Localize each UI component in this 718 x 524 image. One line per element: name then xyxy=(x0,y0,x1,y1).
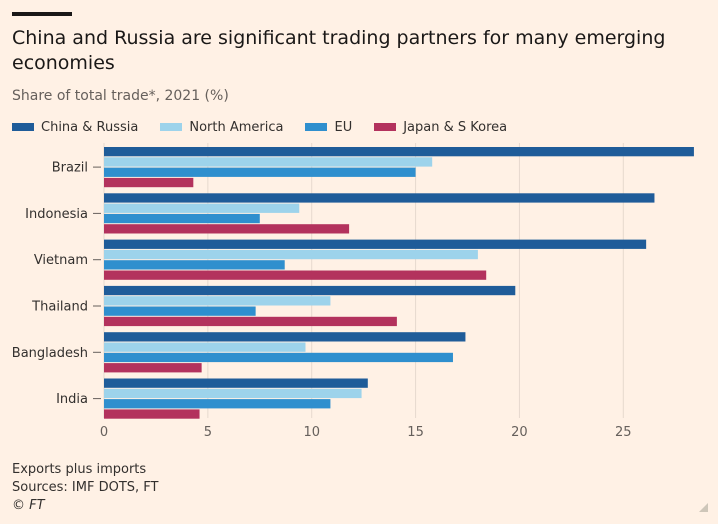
bar xyxy=(104,203,300,213)
bar xyxy=(104,285,516,296)
legend-label: EU xyxy=(334,119,353,135)
bar xyxy=(104,157,433,167)
legend-item-japan-s-korea: Japan & S Korea xyxy=(374,120,507,135)
y-category-label: Thailand xyxy=(31,300,88,315)
footer-sources: Sources: IMF DOTS, FT xyxy=(12,480,159,495)
legend-label: Japan & S Korea xyxy=(403,119,508,135)
x-tick-label: 20 xyxy=(511,425,528,440)
bar xyxy=(104,224,350,234)
top-rule xyxy=(12,12,72,16)
x-tick-label: 15 xyxy=(407,425,424,440)
footer: Exports plus imports Sources: IMF DOTS, … xyxy=(12,461,159,515)
bar xyxy=(104,316,397,327)
legend-item-north-america: North America xyxy=(160,120,283,135)
bar xyxy=(104,239,647,249)
legend-label: China & Russia xyxy=(41,119,139,135)
bar xyxy=(104,193,655,203)
bar xyxy=(104,352,453,363)
x-tick-label: 0 xyxy=(100,425,108,440)
bar xyxy=(104,363,202,373)
bar xyxy=(104,147,694,157)
legend-item-eu: EU xyxy=(305,120,352,135)
bar xyxy=(104,399,331,409)
x-tick-label: 25 xyxy=(615,425,632,440)
legend-swatch xyxy=(160,123,183,131)
bar xyxy=(104,342,306,352)
bar xyxy=(104,388,362,399)
legend-item-china-russia: China & Russia xyxy=(12,120,138,135)
legend-swatch xyxy=(374,123,397,131)
legend-label: North America xyxy=(189,119,284,135)
bar xyxy=(104,213,260,224)
bar xyxy=(104,409,200,419)
bar xyxy=(104,167,416,177)
y-category-label: Brazil xyxy=(52,161,88,176)
y-category-label: Bangladesh xyxy=(12,346,88,361)
bar xyxy=(104,270,487,280)
y-category-label: Indonesia xyxy=(25,207,88,222)
bar xyxy=(104,332,466,342)
legend: China & Russia North America EU Japan & … xyxy=(12,119,529,135)
bar xyxy=(104,177,194,188)
footer-note: Exports plus imports xyxy=(12,462,147,477)
x-tick-label: 5 xyxy=(204,425,212,440)
bar xyxy=(104,378,368,388)
bar xyxy=(104,296,331,306)
footer-copyright: © FT xyxy=(12,498,45,513)
bar xyxy=(104,306,256,316)
y-category-label: India xyxy=(56,392,88,407)
x-tick-label: 10 xyxy=(303,425,320,440)
chart-title: China and Russia are significant trading… xyxy=(12,27,666,74)
bar xyxy=(104,249,478,260)
resize-corner-icon xyxy=(699,503,708,512)
bar xyxy=(104,260,285,270)
legend-swatch xyxy=(305,123,328,131)
chart-subtitle: Share of total trade*, 2021 (%) xyxy=(12,88,229,104)
y-category-label: Vietnam xyxy=(34,253,88,268)
legend-swatch xyxy=(12,123,34,131)
